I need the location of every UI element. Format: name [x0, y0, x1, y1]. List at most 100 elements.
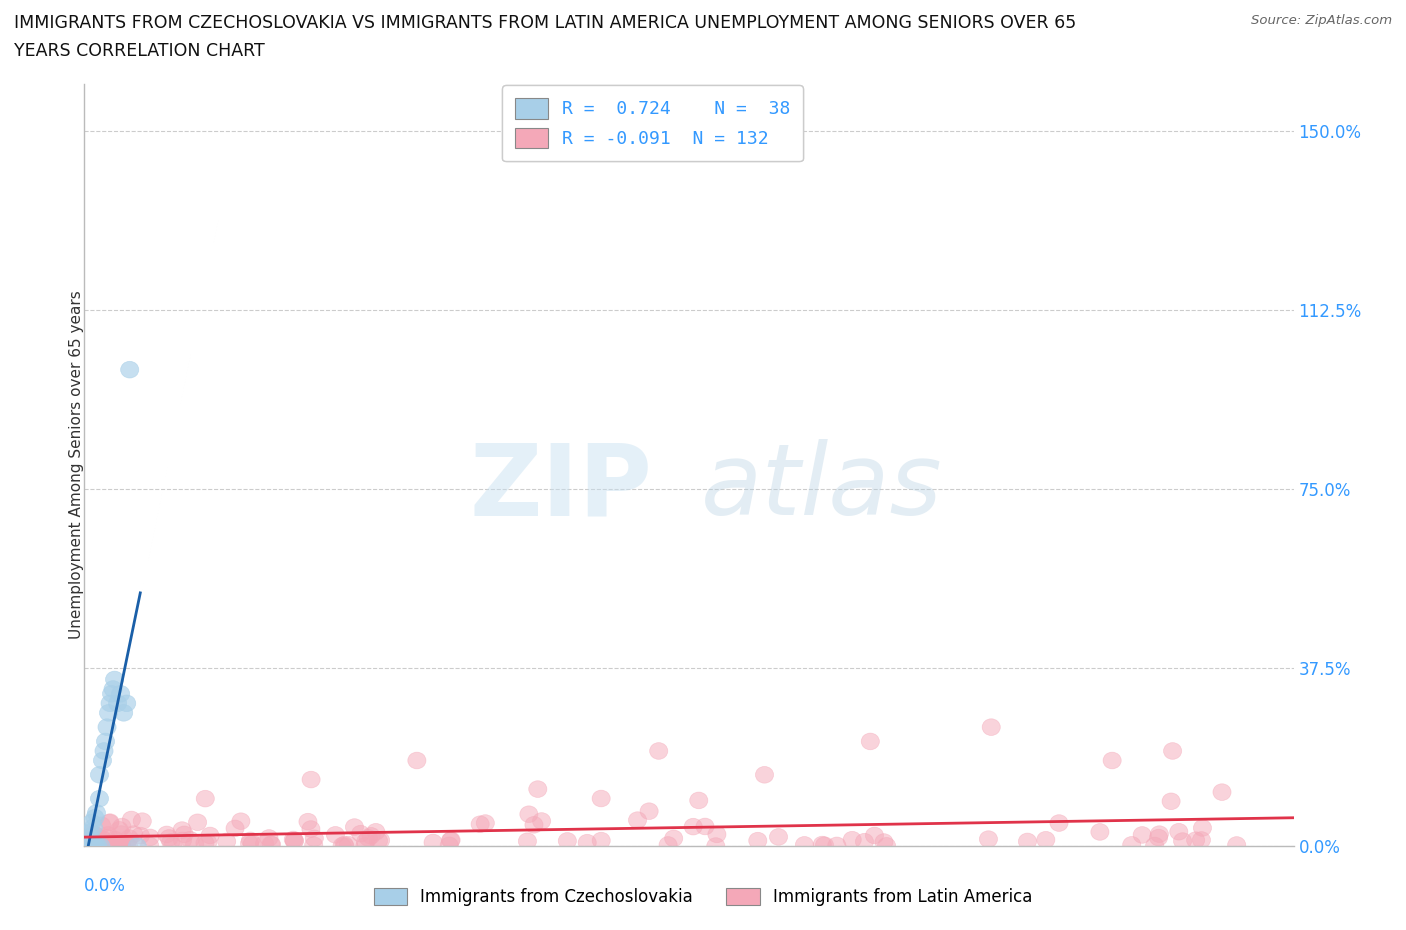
Legend: R =  0.724    N =  38, R = -0.091  N = 132: R = 0.724 N = 38, R = -0.091 N = 132: [502, 86, 803, 161]
Ellipse shape: [855, 833, 873, 850]
Ellipse shape: [118, 695, 136, 711]
Ellipse shape: [685, 818, 702, 835]
Ellipse shape: [94, 830, 112, 847]
Ellipse shape: [755, 766, 773, 783]
Ellipse shape: [352, 825, 370, 842]
Ellipse shape: [105, 831, 124, 848]
Ellipse shape: [1164, 743, 1181, 759]
Ellipse shape: [690, 792, 707, 809]
Ellipse shape: [80, 830, 98, 846]
Ellipse shape: [80, 837, 97, 854]
Ellipse shape: [529, 781, 547, 797]
Legend: Immigrants from Czechoslovakia, Immigrants from Latin America: Immigrants from Czechoslovakia, Immigran…: [367, 881, 1039, 912]
Ellipse shape: [1194, 819, 1212, 836]
Ellipse shape: [983, 719, 1000, 736]
Ellipse shape: [195, 834, 214, 851]
Ellipse shape: [82, 838, 100, 855]
Ellipse shape: [76, 825, 94, 842]
Ellipse shape: [477, 815, 495, 831]
Ellipse shape: [302, 771, 321, 788]
Ellipse shape: [260, 830, 278, 846]
Ellipse shape: [285, 832, 304, 849]
Ellipse shape: [471, 816, 489, 832]
Ellipse shape: [162, 833, 180, 850]
Ellipse shape: [108, 695, 127, 711]
Ellipse shape: [520, 806, 538, 822]
Ellipse shape: [1036, 831, 1054, 848]
Ellipse shape: [79, 838, 97, 855]
Ellipse shape: [707, 826, 725, 843]
Ellipse shape: [188, 814, 207, 830]
Ellipse shape: [243, 835, 262, 852]
Ellipse shape: [87, 838, 105, 855]
Ellipse shape: [844, 831, 862, 848]
Ellipse shape: [101, 695, 120, 711]
Ellipse shape: [1146, 837, 1164, 854]
Ellipse shape: [980, 830, 997, 847]
Ellipse shape: [524, 817, 543, 833]
Ellipse shape: [128, 838, 146, 855]
Ellipse shape: [77, 837, 96, 853]
Ellipse shape: [1192, 831, 1211, 848]
Ellipse shape: [197, 790, 214, 807]
Ellipse shape: [89, 830, 107, 847]
Ellipse shape: [173, 822, 191, 839]
Ellipse shape: [101, 814, 120, 830]
Ellipse shape: [77, 836, 94, 853]
Ellipse shape: [97, 830, 115, 846]
Ellipse shape: [1187, 831, 1205, 848]
Ellipse shape: [97, 733, 115, 750]
Ellipse shape: [707, 838, 725, 855]
Ellipse shape: [440, 837, 458, 854]
Ellipse shape: [112, 837, 131, 854]
Ellipse shape: [1091, 824, 1109, 841]
Ellipse shape: [77, 838, 96, 855]
Ellipse shape: [1122, 836, 1140, 853]
Ellipse shape: [875, 833, 893, 850]
Ellipse shape: [84, 826, 103, 843]
Ellipse shape: [226, 820, 245, 837]
Ellipse shape: [408, 752, 426, 769]
Ellipse shape: [118, 837, 135, 854]
Ellipse shape: [357, 833, 375, 850]
Ellipse shape: [80, 838, 98, 855]
Ellipse shape: [89, 838, 107, 855]
Ellipse shape: [98, 719, 117, 736]
Ellipse shape: [749, 832, 766, 849]
Ellipse shape: [79, 838, 97, 855]
Ellipse shape: [218, 833, 236, 850]
Ellipse shape: [1213, 784, 1232, 801]
Ellipse shape: [112, 835, 131, 852]
Ellipse shape: [157, 826, 176, 843]
Ellipse shape: [815, 837, 834, 854]
Ellipse shape: [201, 827, 219, 844]
Ellipse shape: [104, 835, 122, 852]
Ellipse shape: [90, 790, 108, 807]
Ellipse shape: [256, 835, 274, 852]
Ellipse shape: [98, 827, 117, 844]
Ellipse shape: [134, 813, 152, 830]
Ellipse shape: [1150, 830, 1167, 846]
Ellipse shape: [1018, 833, 1036, 850]
Text: atlas: atlas: [702, 439, 942, 537]
Ellipse shape: [425, 834, 441, 851]
Ellipse shape: [141, 829, 159, 845]
Ellipse shape: [110, 821, 128, 838]
Ellipse shape: [558, 832, 576, 849]
Ellipse shape: [79, 838, 97, 855]
Ellipse shape: [578, 834, 596, 851]
Ellipse shape: [82, 824, 100, 841]
Ellipse shape: [160, 830, 179, 846]
Ellipse shape: [83, 838, 101, 855]
Ellipse shape: [305, 830, 323, 846]
Ellipse shape: [828, 837, 846, 854]
Ellipse shape: [371, 832, 389, 849]
Ellipse shape: [346, 818, 364, 835]
Y-axis label: Unemployment Among Seniors over 65 years: Unemployment Among Seniors over 65 years: [69, 290, 83, 640]
Ellipse shape: [110, 836, 128, 853]
Ellipse shape: [104, 681, 122, 698]
Ellipse shape: [1133, 827, 1152, 844]
Ellipse shape: [862, 733, 879, 750]
Ellipse shape: [121, 362, 139, 378]
Text: ZIP: ZIP: [470, 439, 652, 537]
